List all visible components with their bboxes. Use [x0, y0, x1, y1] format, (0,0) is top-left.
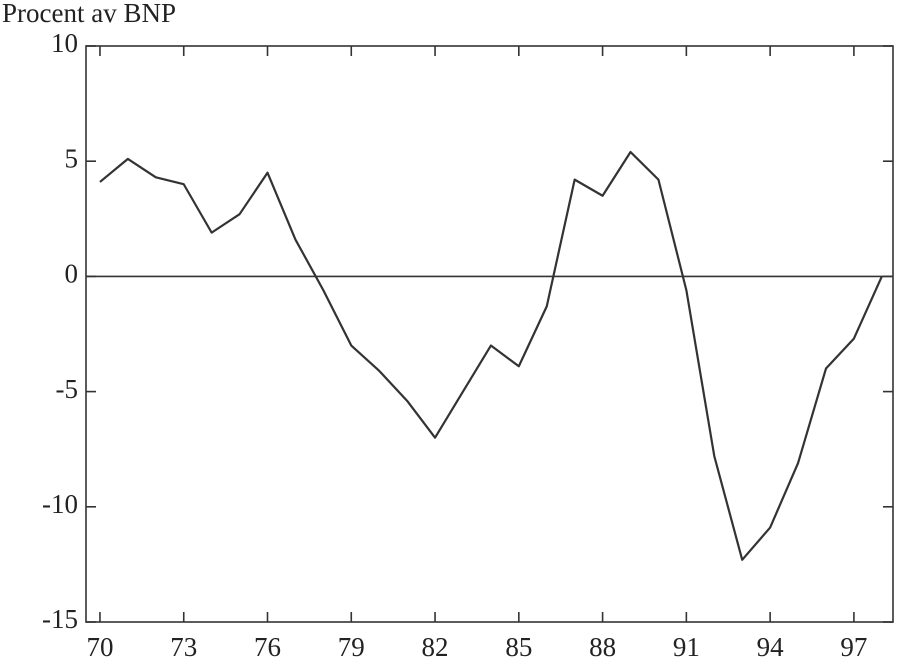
y-tick-label: 0: [65, 259, 79, 289]
x-tick-label: 91: [673, 632, 700, 662]
plot-frame: [85, 45, 894, 623]
data-line: [99, 150, 883, 561]
x-tick-label: 85: [505, 632, 532, 662]
y-tick-label: 10: [51, 28, 78, 58]
x-tick-label: 82: [422, 632, 449, 662]
y-tick-label: -15: [42, 604, 78, 634]
x-tick-label: 79: [338, 632, 365, 662]
y-tick-label: -10: [42, 489, 78, 519]
y-tick-label: -5: [56, 374, 79, 404]
x-tick-label: 70: [86, 632, 113, 662]
y-tick-label: 5: [65, 143, 79, 173]
x-tick-label: 73: [170, 632, 197, 662]
x-tick-label: 94: [757, 632, 785, 662]
x-tick-label: 97: [840, 632, 867, 662]
y-axis-label: Procent av BNP: [2, 0, 176, 28]
x-tick-label: 88: [589, 632, 616, 662]
x-tick-label: 76: [254, 632, 281, 662]
